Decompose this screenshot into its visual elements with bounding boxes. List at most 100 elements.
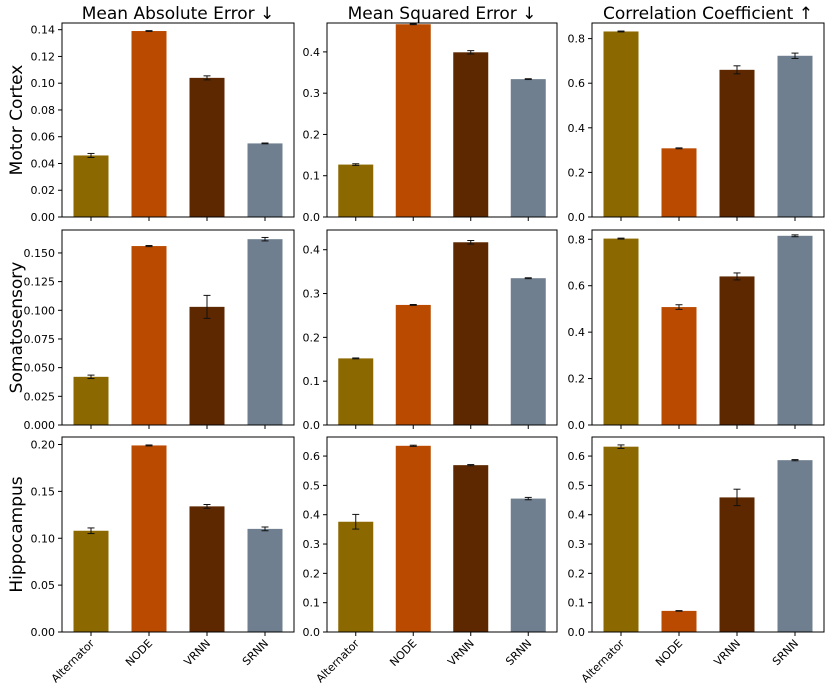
y-tick-label: 0.20 (31, 439, 56, 452)
y-tick-label: 0.2 (568, 567, 586, 580)
y-tick-label: 0.1 (303, 375, 321, 388)
y-tick-label: 0.6 (303, 450, 321, 463)
row-label-somatosensory: Somatosensory (7, 262, 27, 394)
bar-alternator (603, 446, 639, 632)
error-bar-alternator (87, 527, 95, 535)
y-tick-label: 0.1 (303, 170, 321, 183)
bar-vrnn (453, 52, 489, 217)
bar-vrnn (719, 276, 755, 425)
y-tick-label: 0.075 (24, 333, 56, 346)
bar-alternator (338, 164, 374, 217)
bar-alternator (73, 155, 109, 217)
y-tick-label: 0.150 (24, 247, 56, 260)
bar-alternator (338, 358, 374, 425)
panel-frame (591, 22, 825, 218)
y-tick-label: 0.4 (568, 326, 586, 339)
y-tick-label: 0.6 (568, 77, 586, 90)
y-tick-label: 0.00 (31, 626, 56, 639)
x-tick-label-node: NODE (387, 637, 419, 669)
error-bar-node (675, 304, 683, 310)
row-label-hippocampus: Hippocampus (7, 476, 27, 592)
error-bar-srnn (261, 142, 269, 145)
y-tick-label: 0.125 (24, 276, 56, 289)
y-tick-label: 0.0 (568, 211, 586, 224)
y-tick-label: 0.025 (24, 390, 56, 403)
row-label-motor-cortex: Motor Cortex (7, 65, 27, 176)
error-bar-node (409, 23, 417, 26)
bar-alternator (603, 31, 639, 217)
bar-srnn (510, 498, 546, 632)
error-bar-srnn (524, 277, 532, 280)
error-bar-srnn (261, 236, 269, 242)
y-tick-label: 0.000 (24, 419, 56, 432)
y-tick-label: 0.4 (303, 46, 321, 59)
error-bar-vrnn (733, 65, 741, 75)
y-tick-label: 0.1 (303, 597, 321, 610)
panel-frame (591, 229, 825, 426)
panel-frame (61, 22, 295, 218)
error-bar-alternator (352, 513, 360, 530)
panel-motor-cortex-mean-absolute-error: 0.00 0.02 0.04 0.06 0.08 0.10 0.12 0.14 (31, 22, 295, 224)
y-tick-label: 0.2 (568, 373, 586, 386)
y-tick-label: 0.6 (568, 280, 586, 293)
y-tick-label: 0.10 (31, 77, 56, 90)
error-bar-alternator (617, 237, 625, 240)
bar-vrnn (453, 242, 489, 425)
panel-frame (591, 436, 825, 633)
x-tick-label-alternator: Alternator (314, 637, 363, 686)
bar-srnn (777, 55, 813, 217)
y-tick-label: 0.4 (303, 509, 321, 522)
y-tick-label: 0.06 (31, 131, 56, 144)
bar-vrnn (189, 77, 225, 218)
bar-vrnn (189, 506, 225, 632)
y-tick-label: 0.14 (31, 24, 56, 37)
bar-node (131, 31, 167, 217)
y-tick-label: 0.0 (303, 419, 321, 432)
y-tick-label: 0.6 (568, 450, 586, 463)
y-tick-label: 0.2 (568, 166, 586, 179)
y-tick-label: 0.15 (31, 485, 56, 498)
y-tick-label: 0.12 (31, 50, 56, 63)
bar-alternator (603, 238, 639, 425)
bar-alternator (73, 530, 109, 632)
y-tick-label: 0.8 (568, 233, 586, 246)
y-tick-label: 0.1 (568, 597, 586, 610)
row-labels: Motor Cortex Somatosensory Hippocampus (7, 65, 27, 593)
error-bar-alternator (352, 357, 360, 360)
bar-node (661, 307, 697, 425)
error-bar-node (409, 303, 417, 306)
error-bar-alternator (87, 152, 95, 158)
error-bar-srnn (261, 526, 269, 532)
x-tick-label-node: NODE (123, 637, 155, 669)
panel-frame (326, 229, 558, 426)
bar-node (661, 610, 697, 632)
panel-frame (61, 229, 295, 426)
panel-frame (326, 436, 558, 633)
column-titles: Mean Absolute Error ↓ Mean Squared Error … (82, 4, 813, 24)
bar-node (395, 24, 431, 218)
bar-srnn (777, 235, 813, 425)
error-bar-vrnn (203, 294, 211, 319)
bar-srnn (247, 528, 283, 632)
y-tick-label: 0.0 (303, 626, 321, 639)
column-title-correlation-coefficient: Correlation Coefficient ↑ (603, 4, 813, 24)
bar-srnn (777, 460, 813, 632)
panel-frame (61, 436, 295, 633)
error-bar-srnn (524, 78, 532, 81)
error-bar-vrnn (467, 464, 475, 467)
panel-hippocampus-mean-squared-error: 0.0 0.1 0.2 0.3 0.4 0.5 0.6 Alternator NODE VRNN S… (303, 436, 558, 686)
column-title-mean-squared-error: Mean Squared Error ↓ (348, 4, 537, 24)
bar-vrnn (453, 465, 489, 632)
y-tick-label: 0.3 (303, 288, 321, 301)
x-tick-label-srnn: SRNN (770, 637, 801, 668)
y-tick-label: 0.10 (31, 532, 56, 545)
error-bar-srnn (791, 52, 799, 59)
x-tick-label-vrnn: VRNN (182, 637, 214, 669)
panel-frame (326, 22, 558, 218)
error-bar-vrnn (467, 240, 475, 245)
bar-srnn (510, 79, 546, 217)
chart-panels: 0.000.020.040.060.080.100.120.140.00.10.… (24, 22, 825, 686)
error-bar-node (145, 30, 153, 32)
bar-srnn (247, 143, 283, 217)
